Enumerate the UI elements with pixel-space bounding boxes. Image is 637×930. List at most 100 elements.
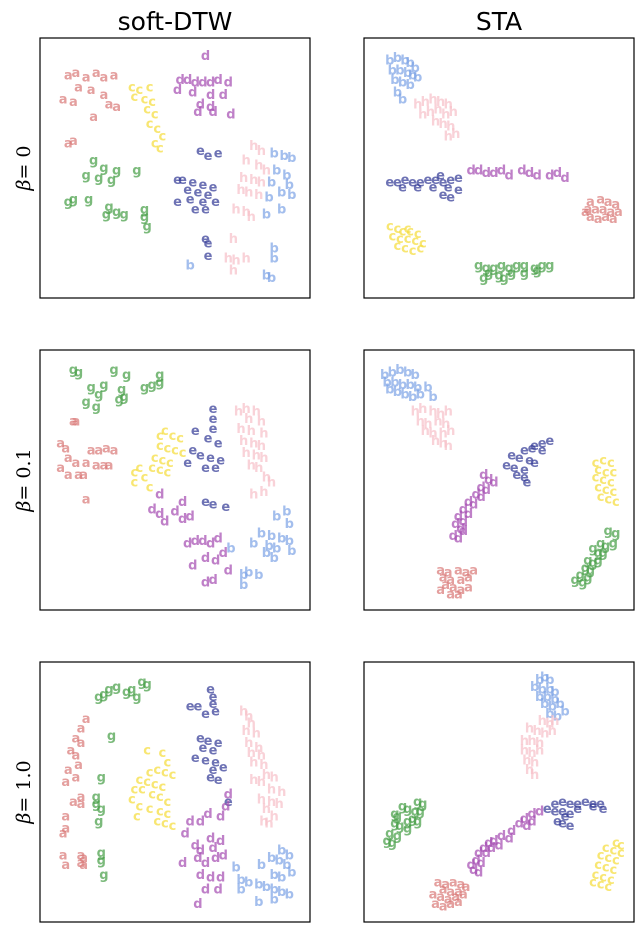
point-h: h bbox=[438, 427, 447, 442]
panel-frame bbox=[39, 37, 311, 299]
point-h: h bbox=[234, 405, 243, 420]
point-e: e bbox=[553, 814, 562, 829]
point-e: e bbox=[566, 797, 575, 812]
point-g: g bbox=[609, 536, 618, 551]
point-d: d bbox=[196, 868, 205, 883]
point-d: d bbox=[456, 522, 465, 537]
point-d: d bbox=[219, 88, 228, 103]
point-d: d bbox=[471, 488, 480, 503]
point-c: c bbox=[609, 863, 617, 878]
panel-frame bbox=[363, 661, 635, 923]
point-h: h bbox=[267, 783, 276, 798]
point-e: e bbox=[198, 741, 207, 756]
point-g: g bbox=[520, 266, 529, 281]
point-d: d bbox=[482, 166, 491, 181]
point-c: c bbox=[141, 471, 149, 486]
point-d: d bbox=[497, 163, 506, 178]
point-c: c bbox=[143, 744, 151, 759]
point-g: g bbox=[596, 536, 605, 551]
point-h: h bbox=[262, 768, 271, 783]
point-c: c bbox=[602, 466, 610, 481]
point-b: b bbox=[548, 700, 557, 715]
point-a: a bbox=[594, 212, 603, 227]
point-g: g bbox=[87, 380, 96, 395]
point-e: e bbox=[214, 146, 223, 161]
point-h: h bbox=[426, 105, 435, 120]
point-a: a bbox=[454, 895, 463, 910]
point-c: c bbox=[604, 493, 612, 508]
point-g: g bbox=[398, 800, 407, 815]
point-a: a bbox=[449, 875, 458, 890]
point-d: d bbox=[477, 480, 486, 495]
point-g: g bbox=[520, 259, 529, 274]
point-c: c bbox=[131, 466, 139, 481]
point-g: g bbox=[593, 554, 602, 569]
point-h: h bbox=[254, 461, 263, 476]
point-g: g bbox=[604, 524, 613, 539]
point-g: g bbox=[97, 853, 106, 868]
point-e: e bbox=[214, 773, 223, 788]
point-e: e bbox=[193, 700, 202, 715]
point-h: h bbox=[254, 188, 263, 203]
point-e: e bbox=[545, 434, 554, 449]
point-h: h bbox=[413, 98, 422, 113]
point-a: a bbox=[61, 809, 70, 824]
point-h: h bbox=[267, 795, 276, 810]
point-a: a bbox=[459, 888, 468, 903]
point-c: c bbox=[414, 227, 422, 242]
point-h: h bbox=[241, 205, 250, 220]
point-h: h bbox=[257, 748, 266, 763]
point-e: e bbox=[201, 232, 210, 247]
point-a: a bbox=[105, 458, 114, 473]
point-g: g bbox=[512, 259, 521, 274]
point-a: a bbox=[446, 588, 455, 603]
point-e: e bbox=[581, 795, 590, 810]
point-e: e bbox=[550, 797, 559, 812]
point-h: h bbox=[241, 402, 250, 417]
point-h: h bbox=[259, 427, 268, 442]
point-b: b bbox=[262, 207, 271, 222]
point-e: e bbox=[201, 707, 210, 722]
point-h: h bbox=[236, 183, 245, 198]
point-b: b bbox=[538, 683, 547, 698]
point-d: d bbox=[527, 814, 536, 829]
point-g: g bbox=[403, 822, 412, 837]
point-c: c bbox=[158, 454, 166, 469]
point-b: b bbox=[408, 390, 417, 405]
point-d: d bbox=[193, 897, 202, 912]
point-c: c bbox=[136, 773, 144, 788]
point-c: c bbox=[176, 432, 184, 447]
point-h: h bbox=[274, 797, 283, 812]
point-a: a bbox=[79, 858, 88, 873]
point-a: a bbox=[59, 93, 68, 108]
point-a: a bbox=[609, 212, 618, 227]
point-g: g bbox=[120, 207, 129, 222]
point-a: a bbox=[606, 205, 615, 220]
point-d: d bbox=[497, 829, 506, 844]
point-a: a bbox=[457, 878, 466, 893]
point-g: g bbox=[494, 268, 503, 283]
point-g: g bbox=[137, 675, 146, 690]
point-d: d bbox=[545, 168, 554, 183]
point-d: d bbox=[216, 870, 225, 885]
point-e: e bbox=[431, 173, 440, 188]
point-d: d bbox=[201, 49, 210, 64]
point-g: g bbox=[94, 814, 103, 829]
point-h: h bbox=[262, 163, 271, 178]
point-d: d bbox=[183, 536, 192, 551]
point-d: d bbox=[214, 883, 223, 898]
panel-frame bbox=[39, 349, 311, 611]
point-c: c bbox=[169, 429, 177, 444]
point-e: e bbox=[538, 444, 547, 459]
point-b: b bbox=[267, 271, 276, 286]
point-b: b bbox=[287, 151, 296, 166]
point-e: e bbox=[183, 183, 192, 198]
point-h: h bbox=[252, 405, 261, 420]
point-d: d bbox=[560, 171, 569, 186]
point-c: c bbox=[416, 242, 424, 257]
point-h: h bbox=[257, 439, 266, 454]
point-a: a bbox=[61, 822, 70, 837]
point-d: d bbox=[201, 576, 210, 591]
point-d: d bbox=[175, 73, 184, 88]
